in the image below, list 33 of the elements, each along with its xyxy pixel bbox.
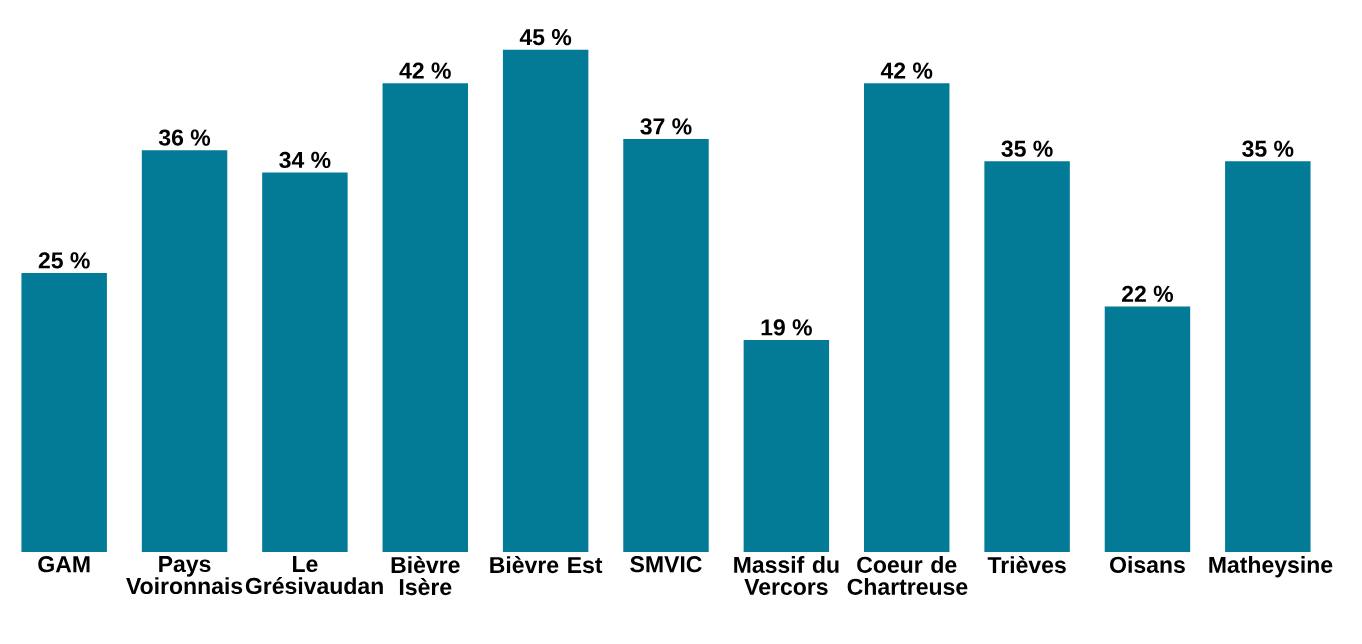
x-tick-label: Oisans xyxy=(1110,556,1185,573)
bar xyxy=(382,83,468,552)
data-label: 35 % xyxy=(1001,140,1053,157)
data-label: 25 % xyxy=(38,252,90,269)
bar xyxy=(21,272,107,552)
data-label: 45 % xyxy=(519,29,572,46)
bar xyxy=(743,339,830,552)
bar xyxy=(1104,306,1191,552)
bar xyxy=(984,161,1070,552)
bar xyxy=(502,49,589,552)
x-tick-label: Pays Voironnais xyxy=(126,556,243,595)
x-tick-label: Bièvre Est xyxy=(490,556,603,574)
bar xyxy=(864,83,950,552)
bar xyxy=(141,150,228,552)
x-tick-label: Trièves xyxy=(987,556,1066,574)
bar xyxy=(1225,161,1311,552)
x-tick-label: Coeur de Chartreuse xyxy=(847,556,968,595)
data-label: 37 % xyxy=(640,118,692,135)
bar xyxy=(262,172,348,552)
x-tick-label: Le Grésivaudan xyxy=(245,556,383,595)
data-label: 19 % xyxy=(761,319,812,336)
data-label: 34 % xyxy=(279,151,331,169)
x-tick-label: SMVIC xyxy=(630,556,702,573)
data-label: 42 % xyxy=(399,62,451,79)
x-tick-label: Massif du Vercors xyxy=(734,556,839,595)
x-tick-label: GAM xyxy=(38,556,90,573)
data-label: 42 % xyxy=(880,62,933,79)
x-tick-label: Matheysine xyxy=(1209,556,1333,578)
data-label: 22 % xyxy=(1122,285,1174,303)
x-tick-label: Bièvre Isère xyxy=(391,556,460,596)
data-label: 36 % xyxy=(158,129,211,146)
data-label: 35 % xyxy=(1242,140,1294,157)
bar xyxy=(623,138,709,552)
